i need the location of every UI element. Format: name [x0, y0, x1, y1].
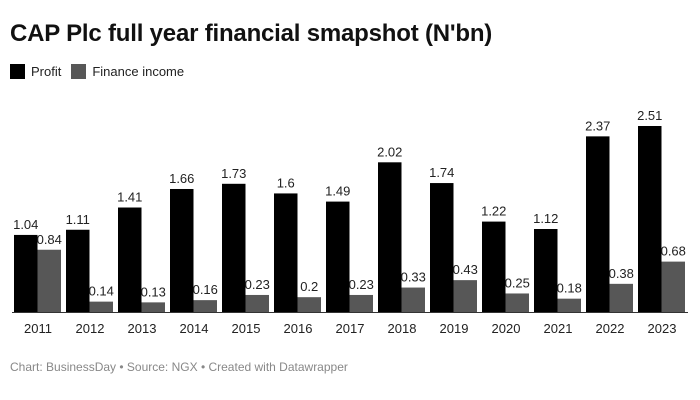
legend-label-finance-income: Finance income [92, 64, 185, 79]
x-tick-label-2017: 2017 [336, 321, 365, 336]
x-tick-label-2014: 2014 [180, 321, 209, 336]
x-tick-label-2016: 2016 [284, 321, 313, 336]
data-label-finance-income-2017: 0.23 [349, 277, 374, 292]
bar-profit-2019 [430, 183, 454, 312]
bar-profit-2017 [326, 201, 350, 312]
x-tick-label-2021: 2021 [544, 321, 573, 336]
bar-profit-2023 [638, 126, 662, 312]
data-label-profit-2012: 1.11 [66, 212, 90, 227]
bar-profit-2014 [170, 188, 194, 312]
x-tick-label-2023: 2023 [648, 321, 677, 336]
bar-finance-income-2012 [89, 301, 113, 312]
data-label-profit-2015: 1.73 [221, 166, 246, 181]
bar-finance-income-2022 [609, 283, 633, 312]
data-label-profit-2022: 2.37 [585, 118, 610, 133]
bar-profit-2013 [118, 207, 142, 312]
bar-profit-2020 [482, 221, 506, 312]
data-label-profit-2016: 1.6 [277, 175, 295, 190]
bar-finance-income-2019 [453, 280, 477, 312]
data-label-finance-income-2023: 0.68 [661, 244, 686, 259]
bar-finance-income-2021 [557, 298, 581, 312]
x-tick-label-2013: 2013 [128, 321, 157, 336]
data-label-profit-2017: 1.49 [325, 184, 350, 199]
legend-item-finance-income: Finance income [71, 64, 184, 79]
data-label-profit-2011: 1.04 [13, 217, 38, 232]
data-label-finance-income-2015: 0.23 [245, 277, 270, 292]
bar-finance-income-2017 [349, 294, 373, 312]
data-label-finance-income-2013: 0.13 [141, 284, 166, 299]
x-tick-label-2019: 2019 [440, 321, 469, 336]
bar-finance-income-2023 [661, 261, 685, 312]
bar-finance-income-2016 [297, 297, 321, 312]
x-tick-label-2020: 2020 [492, 321, 521, 336]
bar-finance-income-2013 [141, 302, 165, 312]
bar-profit-2015 [222, 183, 246, 312]
data-label-profit-2023: 2.51 [637, 108, 662, 123]
data-label-finance-income-2012: 0.14 [89, 284, 114, 299]
data-label-finance-income-2019: 0.43 [453, 262, 478, 277]
data-label-finance-income-2022: 0.38 [609, 266, 634, 281]
data-label-profit-2014: 1.66 [169, 171, 194, 186]
x-tick-label-2015: 2015 [232, 321, 261, 336]
legend-swatch-finance-income [71, 64, 87, 79]
data-label-finance-income-2014: 0.16 [193, 282, 218, 297]
bar-finance-income-2014 [193, 300, 217, 312]
data-label-finance-income-2021: 0.18 [557, 281, 582, 296]
bar-profit-2018 [378, 162, 402, 312]
chart-source-footer: Chart: BusinessDay • Source: NGX • Creat… [10, 360, 348, 374]
x-tick-label-2012: 2012 [76, 321, 105, 336]
x-tick-label-2011: 2011 [24, 321, 52, 336]
data-label-profit-2021: 1.12 [533, 211, 558, 226]
x-tick-label-2018: 2018 [388, 321, 417, 336]
data-label-profit-2020: 1.22 [481, 204, 506, 219]
bar-profit-2021 [534, 229, 558, 312]
data-label-profit-2018: 2.02 [377, 144, 402, 159]
data-label-finance-income-2020: 0.25 [505, 275, 530, 290]
bar-finance-income-2015 [245, 294, 269, 312]
bar-profit-2011 [14, 234, 38, 312]
bar-profit-2016 [274, 193, 298, 312]
data-label-finance-income-2016: 0.2 [300, 279, 318, 294]
bar-finance-income-2011 [37, 249, 61, 312]
x-tick-label-2022: 2022 [596, 321, 625, 336]
legend-item-profit: Profit [10, 64, 61, 79]
data-label-finance-income-2011: 0.84 [37, 232, 62, 247]
bar-finance-income-2020 [505, 293, 529, 312]
data-label-profit-2013: 1.41 [117, 190, 142, 205]
data-label-profit-2019: 1.74 [429, 165, 454, 180]
chart-title: CAP Plc full year financial smapshot (N'… [10, 20, 493, 47]
legend-swatch-profit [10, 64, 25, 79]
bar-profit-2022 [586, 136, 610, 312]
legend-label-profit: Profit [31, 64, 62, 79]
bar-profit-2012 [66, 229, 90, 312]
legend: Profit Finance income [10, 64, 194, 79]
data-label-finance-income-2018: 0.33 [401, 270, 426, 285]
bar-finance-income-2018 [401, 287, 425, 312]
